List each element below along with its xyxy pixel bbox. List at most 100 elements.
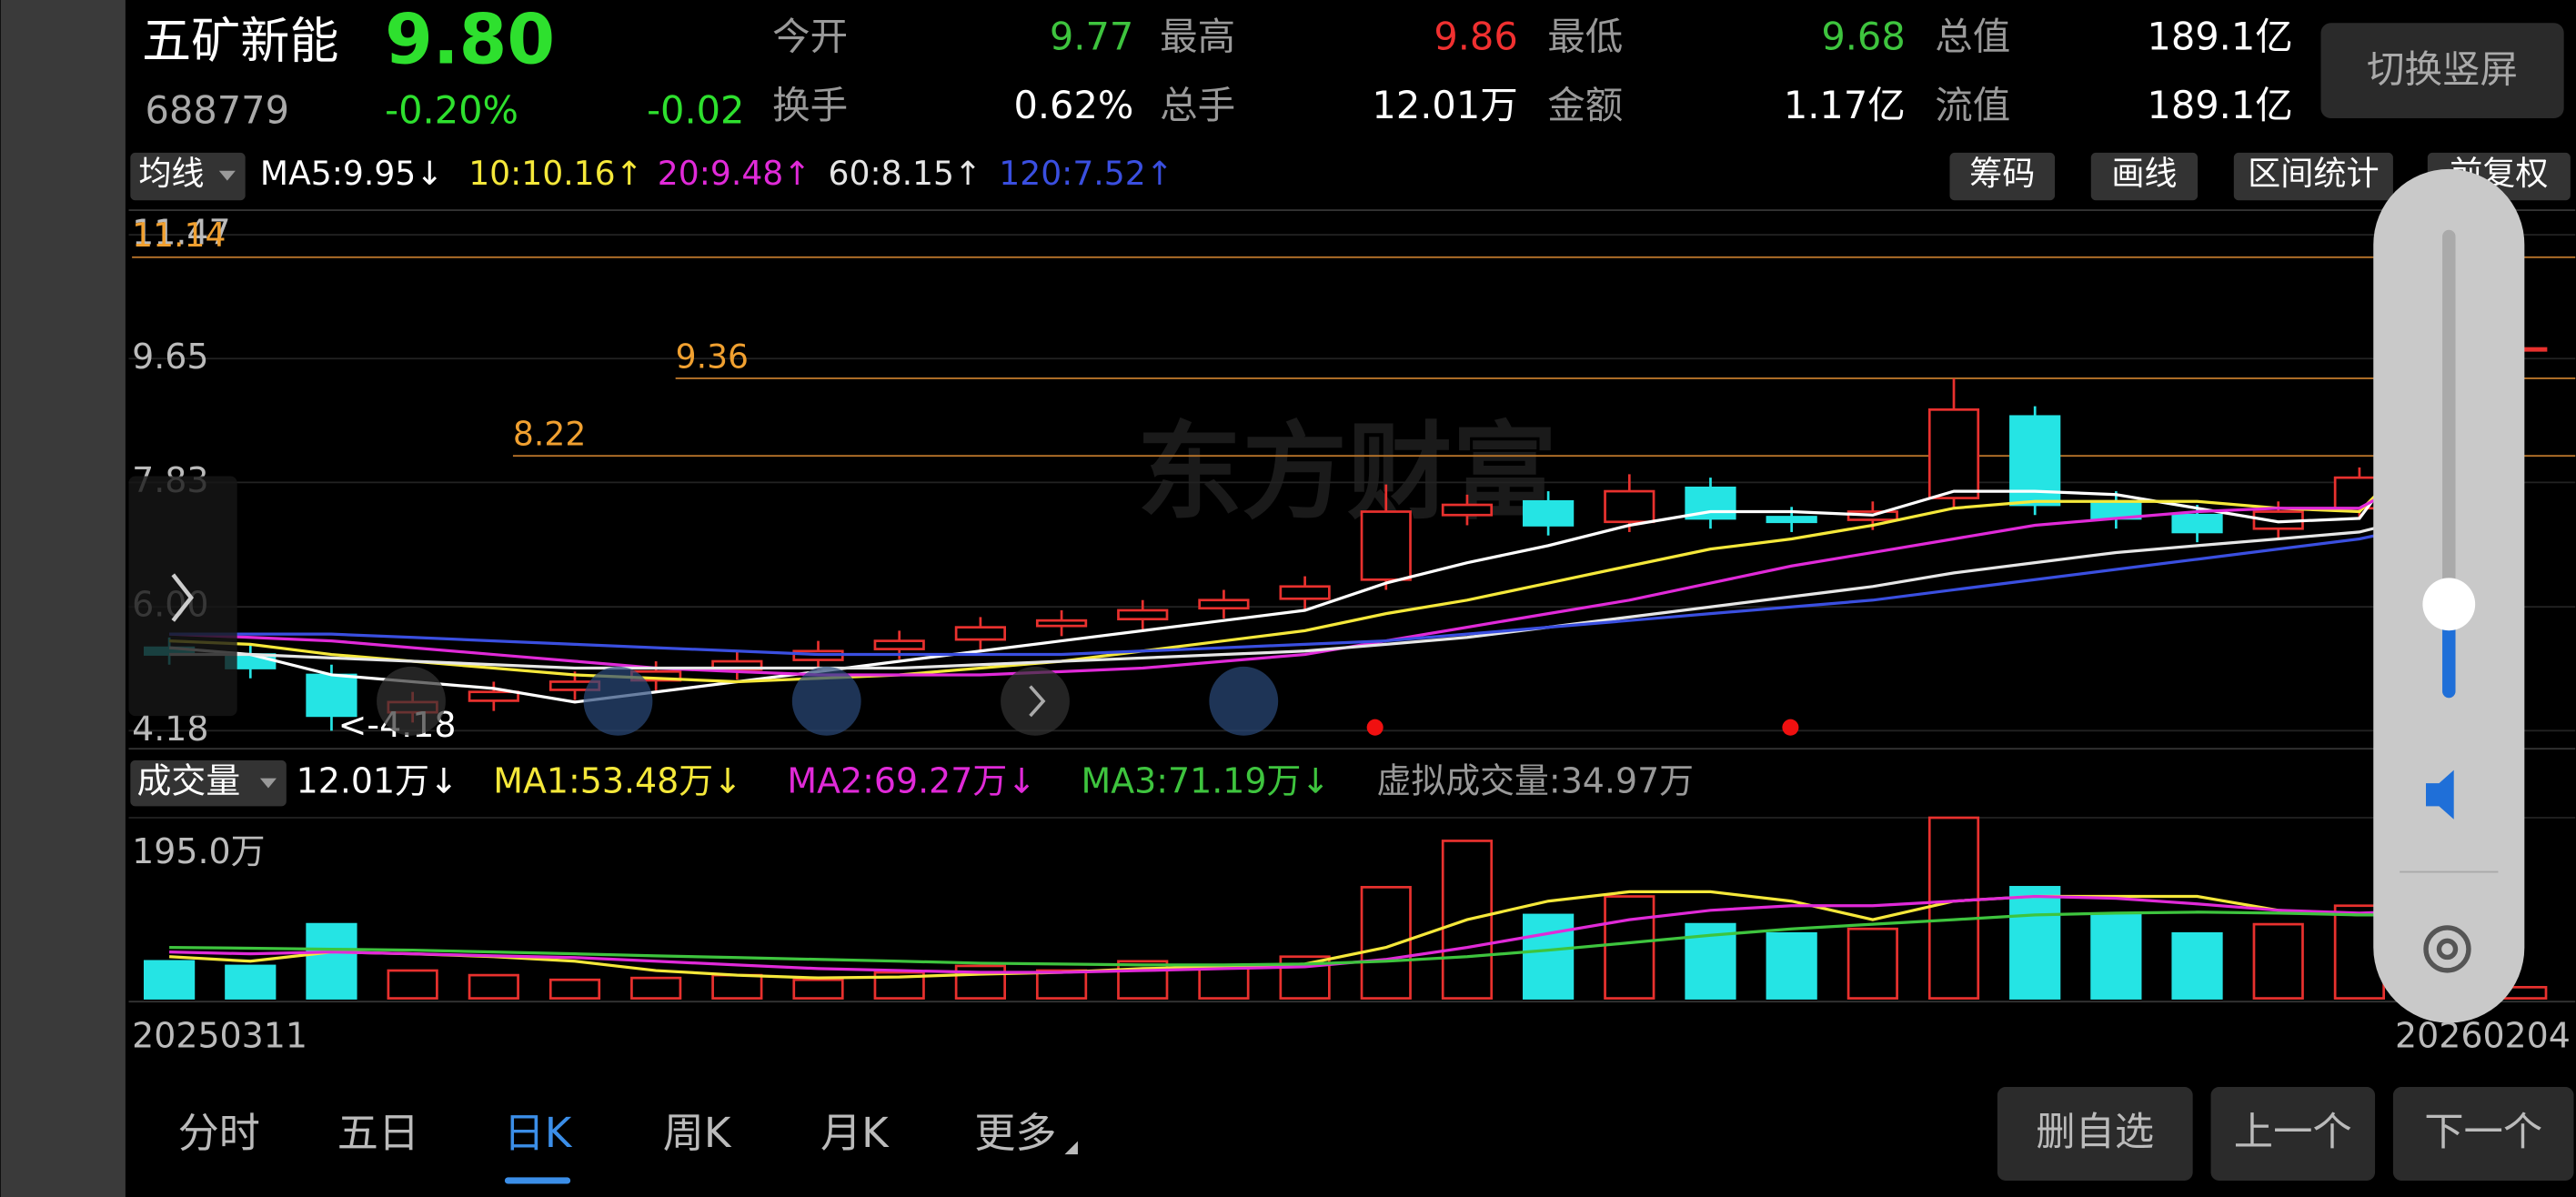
speaker-icon[interactable]: [2426, 770, 2454, 820]
price: 9.80: [385, 0, 555, 80]
ma-line: [169, 910, 2522, 967]
stat-value: 1.17亿: [1784, 83, 1906, 127]
volume-bar: [2090, 913, 2142, 1000]
nav-button[interactable]: [791, 666, 861, 736]
nav-button[interactable]: [1001, 666, 1070, 736]
settings-icon[interactable]: [2423, 925, 2471, 973]
ma-legend: 60:8.15↑: [829, 154, 982, 193]
tool-button[interactable]: [2233, 152, 2393, 201]
event-dot: [1366, 719, 1384, 736]
period-tab[interactable]: 分时: [178, 1109, 260, 1157]
tool-button-label: 筹码: [1969, 154, 2035, 193]
candle-body: [954, 626, 1006, 641]
level-label: 8.22: [513, 415, 586, 454]
stat-label: 最低: [1547, 14, 1623, 58]
event-dot: [1782, 719, 1799, 736]
action-button[interactable]: [2392, 1087, 2574, 1181]
action-button[interactable]: [2210, 1087, 2376, 1181]
stat-label: 最高: [1160, 14, 1235, 58]
candle-body: [1279, 585, 1331, 600]
tool-button[interactable]: [1949, 152, 2056, 201]
volume-bar: [792, 978, 844, 1000]
left-strip: [0, 0, 126, 1197]
y-tick-label: 9.65: [132, 337, 208, 377]
level-label: 9.36: [676, 337, 749, 376]
volume-dropdown-label: 成交量: [137, 761, 241, 801]
candle-body: [873, 639, 925, 650]
candle-body: [1523, 499, 1575, 527]
tool-button-label: 画线: [2111, 154, 2177, 193]
period-tab[interactable]: 日K: [504, 1109, 573, 1157]
stat-value: 0.62%: [1013, 83, 1133, 127]
level-label: 11.14: [132, 216, 226, 255]
stat-value: 189.1亿: [2147, 83, 2292, 127]
watermark: 东方财富: [1137, 412, 1557, 534]
stock-code: 688779: [146, 88, 289, 133]
volume-bar: [1927, 816, 1980, 1000]
volume-current: 12.01万↓: [297, 761, 458, 801]
tool-button[interactable]: [2090, 152, 2199, 201]
stat-label: 金额: [1547, 83, 1623, 127]
volume-bar: [225, 964, 277, 1000]
volume-bar: [1035, 969, 1088, 1000]
ma-line: [169, 501, 2522, 657]
period-tab[interactable]: 月K: [820, 1109, 890, 1157]
candle-body: [2171, 513, 2223, 534]
candle-body: [1198, 598, 1250, 610]
volume-bar: [1198, 964, 1250, 1000]
nav-overlay: [128, 476, 1799, 736]
action-button[interactable]: [1997, 1087, 2193, 1181]
volume-bar: [630, 976, 682, 1000]
volume-bar: [548, 978, 601, 1000]
orientation-button[interactable]: [2320, 23, 2564, 118]
volume-bar: [144, 960, 196, 1000]
volume-bar: [2171, 931, 2223, 1000]
nav-button[interactable]: [1209, 666, 1279, 736]
nav-button[interactable]: [583, 666, 653, 736]
volume-bar: [387, 969, 438, 1000]
ma-legend: MA5:9.95↓: [260, 154, 444, 193]
candle-body: [1927, 407, 1980, 499]
expand-arrow[interactable]: [171, 573, 194, 622]
volume-dropdown[interactable]: [130, 759, 287, 807]
candle-body: [1604, 489, 1655, 524]
orientation-button-label: 切换竖屏: [2367, 46, 2518, 91]
ma-legend: 120:7.52↑: [999, 154, 1173, 193]
volume-bar: [711, 973, 763, 1000]
side-panel: [128, 476, 237, 717]
tab-underline: [504, 1177, 571, 1184]
action-button-label: 下一个: [2424, 1110, 2542, 1155]
stat-value: 9.77: [1050, 14, 1133, 58]
period-tab[interactable]: 更多: [974, 1109, 1056, 1157]
settings-icon-core: [2436, 938, 2459, 961]
stock-name: 五矿新能: [142, 12, 339, 69]
volume-legend: MA2:69.27万↓: [787, 761, 1036, 801]
nav-icon: [1029, 685, 1046, 718]
ma-line: [169, 458, 2523, 670]
ma-legend: 20:9.48↑: [658, 154, 811, 193]
ma-dropdown-label: 均线: [138, 154, 204, 193]
volume-bar: [306, 922, 357, 1000]
volume-bar: [468, 973, 519, 1000]
dropdown-arrow: [218, 170, 236, 181]
ma-dropdown[interactable]: [130, 152, 246, 201]
virtual-volume: 虚拟成交量:34.97万: [1376, 761, 1694, 801]
slider-knob[interactable]: [2422, 578, 2476, 631]
stat-value: 9.86: [1434, 14, 1517, 58]
candle-body: [468, 690, 519, 702]
dropdown-arrow: [259, 778, 277, 789]
period-tab[interactable]: 五日: [337, 1109, 419, 1157]
volume-bar: [2252, 922, 2304, 1000]
nav-button[interactable]: [377, 666, 446, 736]
period-tab[interactable]: 周K: [663, 1109, 732, 1157]
ma-line: [169, 323, 2523, 684]
ma-line: [169, 890, 2523, 980]
ma-line: [168, 337, 2523, 704]
stat-value: 12.01万: [1372, 83, 1517, 127]
stat-label: 换手: [772, 83, 848, 127]
x-label: 20260204: [2395, 1015, 2571, 1055]
y-tick-label: 11.47: [132, 213, 230, 253]
volume-legend: MA3:71.19万↓: [1082, 761, 1331, 801]
header: 五矿新能 9.80 688779 -0.20% -0.02 切换竖屏 今开 9.7…: [142, 0, 2564, 133]
